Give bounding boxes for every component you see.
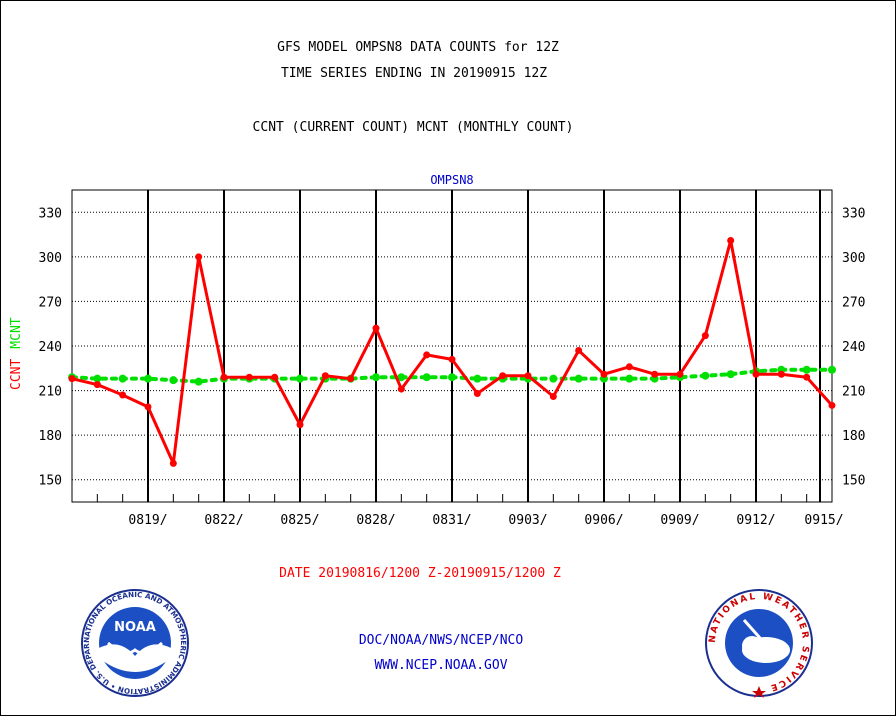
y-tick-label-right: 330 [842, 206, 865, 221]
y-tick-label-right: 270 [842, 295, 865, 310]
x-tick-label: 0915/ [804, 513, 843, 528]
y-tick-label-right: 240 [842, 340, 865, 355]
y-tick-label-left: 300 [39, 251, 62, 266]
website-link[interactable]: WWW.NCEP.NOAA.GOV [374, 658, 508, 673]
mcnt-point [118, 374, 127, 383]
mcnt-point [726, 370, 735, 379]
ccnt-point [169, 459, 177, 467]
date-range-label: DATE 20190816/1200 Z-20190915/1200 Z [279, 566, 561, 581]
y-tick-label-left: 210 [39, 385, 62, 400]
ccnt-point [828, 401, 836, 409]
ccnt-point [676, 370, 684, 378]
x-tick-label: 0819/ [128, 513, 167, 528]
ccnt-point [752, 370, 760, 378]
noaa-logo: NATIONAL OCEANIC AND ATMOSPHERIC ADMINIS… [80, 588, 189, 697]
mcnt-point [397, 373, 406, 382]
ccnt-point [68, 375, 76, 383]
x-tick-label: 0909/ [660, 513, 699, 528]
noaa-logo-text: NOAA [114, 620, 156, 635]
ccnt-point [727, 237, 735, 245]
mcnt-point [802, 365, 811, 374]
grid-layer [71, 189, 833, 503]
ccnt-point [600, 370, 608, 378]
ccnt-point [701, 332, 709, 340]
ccnt-point [448, 355, 456, 363]
x-tick-label: 0822/ [204, 513, 243, 528]
ccnt-point [372, 324, 380, 332]
ccnt-point [296, 421, 304, 429]
ccnt-point [347, 375, 355, 383]
mcnt-point [549, 374, 558, 383]
ccnt-point [524, 372, 532, 380]
y-legend-ccnt: CCNT [9, 359, 24, 390]
ccnt-point [777, 370, 785, 378]
ccnt-point [423, 351, 431, 359]
ccnt-point [119, 391, 127, 399]
ccnt-point [195, 253, 203, 261]
ccnt-point [220, 373, 228, 381]
ccnt-point [803, 373, 811, 381]
x-tick-label: 0906/ [584, 513, 623, 528]
chart-title-line1: GFS MODEL OMPSN8 DATA COUNTS for 12Z [277, 40, 559, 55]
mcnt-point [574, 374, 583, 383]
org-label: DOC/NOAA/NWS/NCEP/NCO [358, 633, 524, 648]
y-legend-mcnt: MCNT [9, 317, 24, 348]
x-tick-label: 0912/ [736, 513, 775, 528]
mcnt-point [296, 374, 304, 383]
ccnt-point [144, 403, 152, 411]
mcnt-point [625, 374, 634, 383]
ccnt-point [473, 390, 481, 398]
y-tick-label-right: 150 [842, 474, 865, 489]
x-tick-label: 0831/ [432, 513, 471, 528]
mcnt-point [828, 365, 836, 374]
ccnt-point [499, 372, 507, 380]
ccnt-point [625, 363, 633, 371]
y-tick-label-right: 210 [842, 385, 865, 400]
ccnt-point [321, 372, 329, 380]
ccnt-point [651, 370, 659, 378]
nws-logo: NATIONAL WEATHER SERVICE [705, 589, 813, 698]
mcnt-point [93, 374, 102, 383]
mcnt-point [422, 373, 431, 382]
y-tick-label-left: 240 [39, 340, 62, 355]
ccnt-point [271, 373, 279, 381]
y-axis-legend-label: CCNT MCNT [9, 317, 24, 390]
y-tick-label-right: 180 [842, 429, 865, 444]
y-tick-label-left: 330 [39, 206, 62, 221]
label-layer: 150 150 180 180 210 210 240 240 270 270 300 300 330 3… [9, 173, 865, 528]
y-tick-label-left: 270 [39, 295, 62, 310]
mcnt-point [448, 373, 456, 382]
y-tick-label-left: 150 [39, 474, 62, 489]
mcnt-point [144, 374, 152, 383]
x-tick-label: 0903/ [508, 513, 547, 528]
ccnt-point [245, 373, 253, 381]
mcnt-point [169, 376, 178, 385]
ccnt-point [93, 381, 101, 389]
ccnt-point [549, 393, 557, 401]
y-tick-label-left: 180 [39, 429, 62, 444]
chart-panel-title: OMPSN8 [430, 173, 473, 187]
chart-title-line2: TIME SERIES ENDING IN 20190915 12Z [280, 66, 548, 81]
mcnt-point [194, 377, 203, 386]
series-layer [68, 237, 836, 467]
ccnt-point [575, 346, 583, 354]
x-tick-label: 0828/ [356, 513, 395, 528]
y-tick-label-right: 300 [842, 251, 865, 266]
tick-layer [71, 494, 833, 502]
chart-subtitle: CCNT (CURRENT COUNT) MCNT (MONTHLY COUNT… [252, 120, 574, 135]
mcnt-point [473, 374, 482, 383]
ccnt-point [397, 385, 405, 393]
mcnt-point [372, 373, 380, 382]
mcnt-point [701, 371, 710, 380]
x-tick-label: 0825/ [280, 513, 319, 528]
